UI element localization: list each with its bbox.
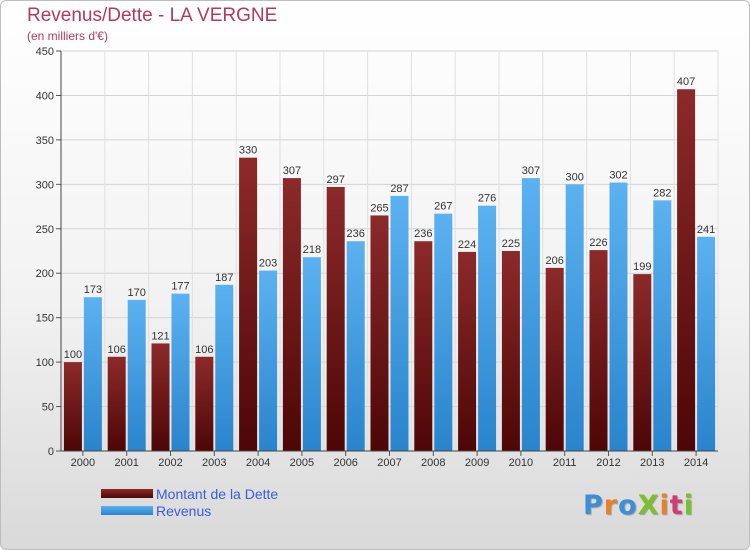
x-tick-label: 2005	[290, 457, 314, 469]
bar-revenus	[302, 257, 321, 451]
bar-dette	[677, 89, 696, 451]
x-tick-label: 2013	[640, 457, 664, 469]
chart-subtitle: (en milliers d'€)	[27, 29, 108, 43]
value-label: 282	[653, 187, 671, 199]
bar-revenus	[697, 236, 716, 451]
legend-label-dette: Montant de la Dette	[156, 486, 279, 502]
bar-dette	[414, 241, 433, 451]
legend-swatch-revenus	[101, 506, 153, 515]
value-label: 287	[390, 183, 408, 195]
x-tick-label: 2014	[684, 457, 708, 469]
value-label: 199	[633, 261, 651, 273]
x-tick-label: 2010	[509, 457, 533, 469]
bar-revenus	[346, 241, 365, 451]
x-tick-label: 2000	[71, 457, 95, 469]
y-tick-label: 400	[36, 90, 54, 102]
bar-dette	[326, 187, 345, 451]
value-label: 267	[434, 201, 452, 213]
y-tick-label: 250	[36, 224, 54, 236]
data-labels: 100 173 106 170 121 177 106 187 330 203 307 218 297 2…	[64, 76, 716, 361]
x-tick-label: 2012	[596, 457, 620, 469]
bar-dette	[195, 356, 214, 451]
bar-dette	[63, 362, 82, 451]
value-label: 106	[195, 344, 213, 356]
x-tick-label: 2004	[246, 457, 270, 469]
bar-revenus	[434, 213, 453, 451]
x-tick-label: 2007	[377, 457, 401, 469]
value-label: 121	[151, 330, 169, 342]
value-label: 330	[239, 145, 257, 157]
proxiti-logo: ProXiti	[583, 490, 694, 521]
bar-dette	[107, 356, 126, 451]
value-label: 276	[478, 193, 496, 205]
bar-dette	[545, 267, 564, 451]
value-label: 173	[84, 284, 102, 296]
y-tick-label: 350	[36, 135, 54, 147]
bar-revenus	[521, 178, 540, 451]
y-tick-label: 300	[36, 179, 54, 191]
value-label: 307	[522, 165, 540, 177]
y-tick-label: 200	[36, 268, 54, 280]
bar-revenus	[127, 299, 146, 451]
bar-revenus	[83, 297, 102, 451]
bar-dette	[589, 250, 608, 451]
bar-revenus	[259, 270, 278, 451]
bar-dette	[458, 251, 477, 451]
bar-revenus	[215, 284, 234, 451]
value-label: 236	[347, 228, 365, 240]
bar-revenus	[565, 184, 584, 452]
axes: 0 50 100 150 200 250 300 350 400 450 2000 2001 2002 2…	[36, 46, 718, 469]
y-tick-label: 0	[48, 446, 54, 458]
value-label: 302	[609, 170, 627, 182]
value-label: 170	[128, 287, 146, 299]
bar-revenus	[653, 200, 672, 451]
bar-revenus	[609, 182, 628, 452]
value-label: 407	[677, 76, 695, 88]
x-tick-label: 2003	[202, 457, 226, 469]
value-label: 100	[64, 349, 82, 361]
value-label: 226	[589, 237, 607, 249]
value-label: 187	[215, 272, 233, 284]
value-label: 297	[327, 174, 345, 186]
value-label: 224	[458, 239, 476, 251]
y-tick-label: 50	[42, 402, 54, 414]
value-label: 206	[546, 255, 564, 267]
bar-revenus	[390, 195, 409, 451]
x-tick-label: 2001	[114, 457, 138, 469]
x-tick-label: 2006	[333, 457, 357, 469]
value-label: 106	[108, 344, 126, 356]
chart-title: Revenus/Dette - LA VERGNE	[27, 5, 278, 26]
x-tick-label: 2011	[553, 457, 577, 469]
legend-swatch-dette	[101, 489, 153, 498]
value-label: 203	[259, 258, 277, 270]
bar-revenus	[171, 293, 190, 451]
value-label: 307	[283, 165, 301, 177]
bar-dette	[282, 178, 301, 451]
y-tick-label: 100	[36, 357, 54, 369]
value-label: 300	[566, 171, 584, 183]
x-tick-label: 2009	[465, 457, 489, 469]
x-tick-label: 2008	[421, 457, 445, 469]
bar-revenus	[478, 205, 497, 451]
y-tick-label: 450	[36, 46, 54, 58]
bars	[63, 89, 716, 452]
bar-dette	[501, 251, 520, 451]
x-tick-label: 2002	[158, 457, 182, 469]
legend-label-revenus: Revenus	[156, 503, 212, 519]
value-label: 177	[171, 281, 189, 293]
bar-dette	[370, 215, 389, 451]
value-label: 236	[414, 228, 432, 240]
bar-dette	[151, 343, 170, 451]
value-label: 218	[303, 244, 321, 256]
value-label: 241	[697, 224, 715, 236]
value-label: 225	[502, 238, 520, 250]
bar-dette	[633, 274, 652, 451]
y-tick-label: 150	[36, 313, 54, 325]
value-label: 265	[370, 202, 388, 214]
bar-dette	[239, 157, 258, 451]
